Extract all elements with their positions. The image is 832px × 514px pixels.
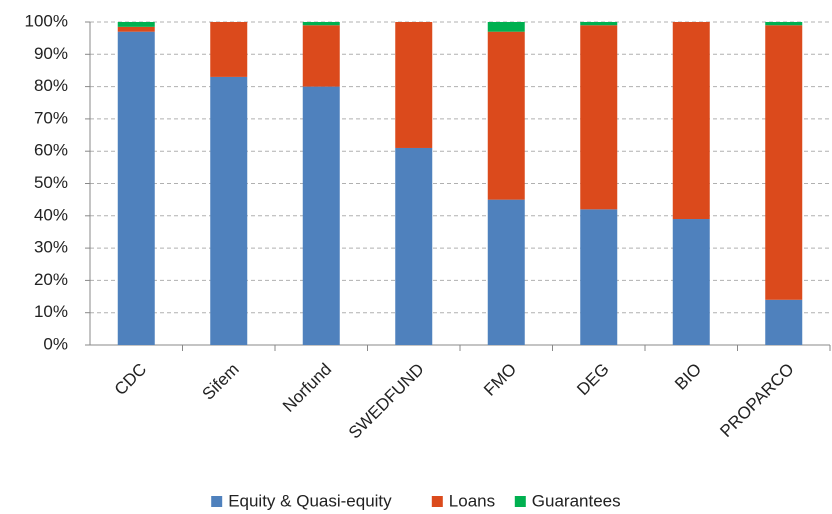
x-tick-label: DEG (573, 360, 612, 399)
bar-segment (487, 199, 525, 345)
y-tick-label: 60% (34, 141, 68, 160)
bar-segment (765, 22, 803, 26)
bar-segment (117, 26, 155, 32)
legend-swatch (431, 496, 443, 507)
y-tick-label: 0% (43, 334, 68, 353)
bar-segment (487, 22, 525, 32)
bar-segment (210, 76, 248, 345)
bar-segment (765, 299, 803, 345)
y-tick-label: 40% (34, 205, 68, 224)
bar-segment (302, 25, 340, 87)
bar-segment (395, 147, 433, 345)
bar-segment (580, 25, 618, 210)
legend-swatch (211, 496, 223, 507)
y-tick-label: 10% (34, 302, 68, 321)
y-tick-label: 70% (34, 108, 68, 127)
bar-segment (395, 22, 433, 148)
legend-swatch (514, 496, 526, 507)
legend-label: Equity & Quasi-equity (228, 491, 392, 510)
bar-segment (672, 219, 710, 345)
y-tick-label: 30% (34, 238, 68, 257)
bar-segment (117, 31, 155, 345)
legend-label: Loans (449, 491, 495, 510)
bar-segment (487, 31, 525, 200)
x-tick-label: Sifem (199, 360, 243, 404)
bar-segment (117, 22, 155, 27)
bar-segment (210, 22, 248, 77)
x-tick-label: SWEDFUND (345, 360, 428, 443)
y-tick-label: 90% (34, 44, 68, 63)
x-tick-label: PROPARCO (716, 360, 797, 441)
bar-segment (580, 22, 618, 26)
x-tick-label: BIO (671, 360, 705, 394)
y-tick-label: 50% (34, 173, 68, 192)
x-tick-label: CDC (111, 360, 150, 399)
bar-segment (765, 25, 803, 300)
x-tick-label: FMO (480, 360, 520, 400)
bar-segment (672, 22, 710, 220)
bar-segment (580, 209, 618, 345)
y-tick-label: 20% (34, 270, 68, 289)
legend-label: Guarantees (532, 491, 621, 510)
bar-segment (302, 22, 340, 26)
y-tick-label: 100% (25, 11, 68, 30)
bar-segment (302, 86, 340, 345)
x-tick-label: Norfund (279, 360, 335, 416)
y-tick-label: 80% (34, 76, 68, 95)
